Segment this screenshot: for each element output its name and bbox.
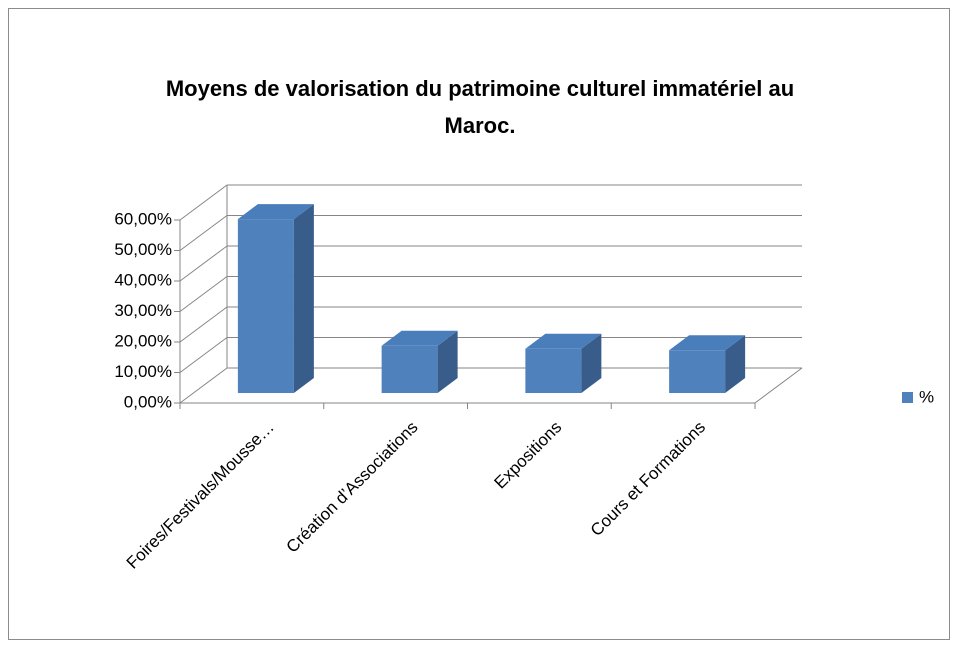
side-grid-line <box>179 184 228 221</box>
y-tick-label: 30,00% <box>114 301 172 320</box>
side-grid-line <box>179 306 228 343</box>
y-tick-label: 50,00% <box>114 240 172 259</box>
bar-side <box>437 330 458 393</box>
bar-side <box>293 204 314 393</box>
bar-top <box>381 330 458 346</box>
x-tick-label: Création d’Associations <box>283 418 422 557</box>
y-tick-label: 10,00% <box>114 362 172 381</box>
bar <box>525 333 602 393</box>
x-tick-label: Foires/Festivals/Mousse… <box>123 418 278 573</box>
bar-front <box>237 219 294 393</box>
bar-top <box>237 204 314 220</box>
legend-label: % <box>919 387 934 406</box>
y-tick-label: 20,00% <box>114 331 172 350</box>
y-tick-label: 40,00% <box>114 270 172 289</box>
chart-frame <box>8 8 950 640</box>
y-tick-label: 60,00% <box>114 209 172 228</box>
bar-top <box>669 335 746 351</box>
bar-side <box>581 333 602 393</box>
floor-right <box>754 367 803 404</box>
bar-top <box>525 333 602 349</box>
x-tick-label: Expositions <box>490 418 565 493</box>
side-grid-line <box>179 337 228 373</box>
side-grid-line <box>179 215 228 251</box>
bar-side <box>725 335 746 393</box>
bar-front <box>525 348 582 393</box>
legend-swatch <box>902 392 913 403</box>
side-grid-line <box>179 245 228 282</box>
side-grid-line <box>179 367 228 404</box>
bar <box>237 204 314 393</box>
y-tick-label: 0,00% <box>124 392 172 411</box>
bar-front <box>381 345 438 393</box>
chart-title: Moyens de valorisation du patrimoine cul… <box>165 76 795 138</box>
x-tick-label: Cours et Formations <box>587 418 709 540</box>
bar <box>381 330 458 393</box>
side-grid-line <box>179 276 228 312</box>
bar <box>669 335 746 393</box>
bar-front <box>669 350 726 393</box>
